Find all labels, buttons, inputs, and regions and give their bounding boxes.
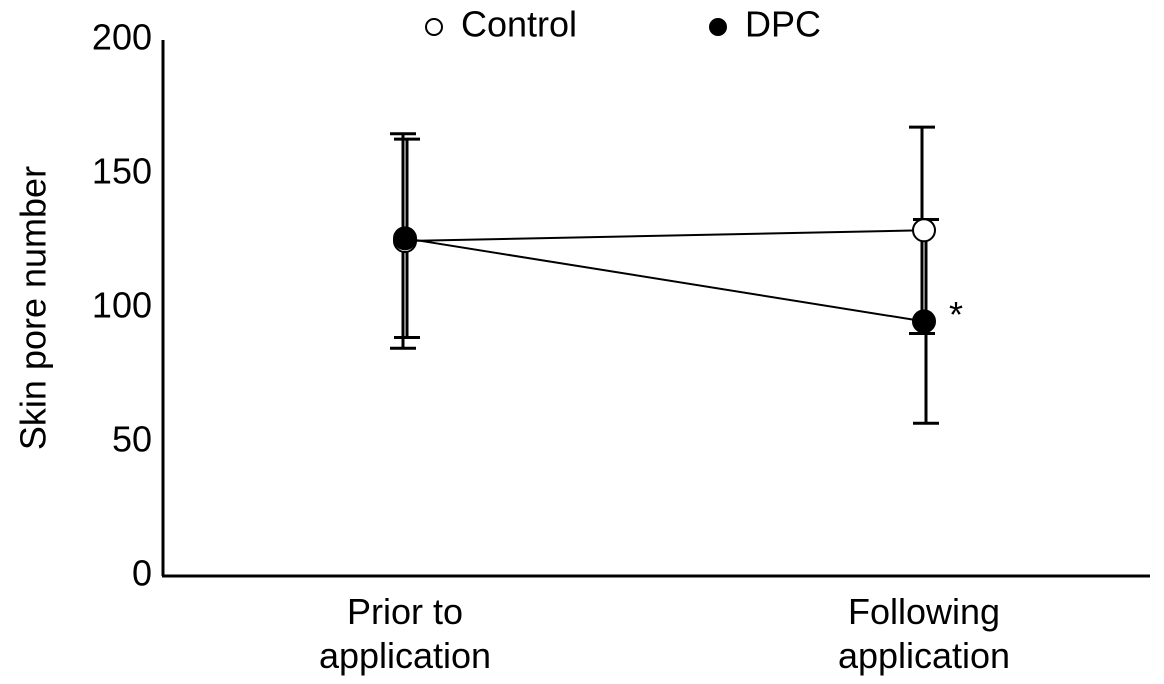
y-tick-label: 200 [92,17,152,58]
y-tick-label: 150 [92,151,152,192]
legend-marker [709,18,727,36]
x-tick-label: Prior to application [318,591,492,676]
y-tick-label: 0 [132,553,152,594]
data-point [912,309,936,334]
data-point [912,218,936,243]
legend-marker [425,18,443,36]
legend-label: DPC [745,4,821,45]
y-tick-label: 50 [112,419,152,460]
x-tick-label: Following application [837,591,1011,676]
y-tick-label: 100 [92,285,152,326]
series-line [404,237,925,323]
series-line [404,229,925,242]
legend-label: Control [461,4,577,45]
annotation: * [949,294,963,335]
y-axis-label: Skin pore number [13,166,54,450]
data-point [393,226,417,251]
